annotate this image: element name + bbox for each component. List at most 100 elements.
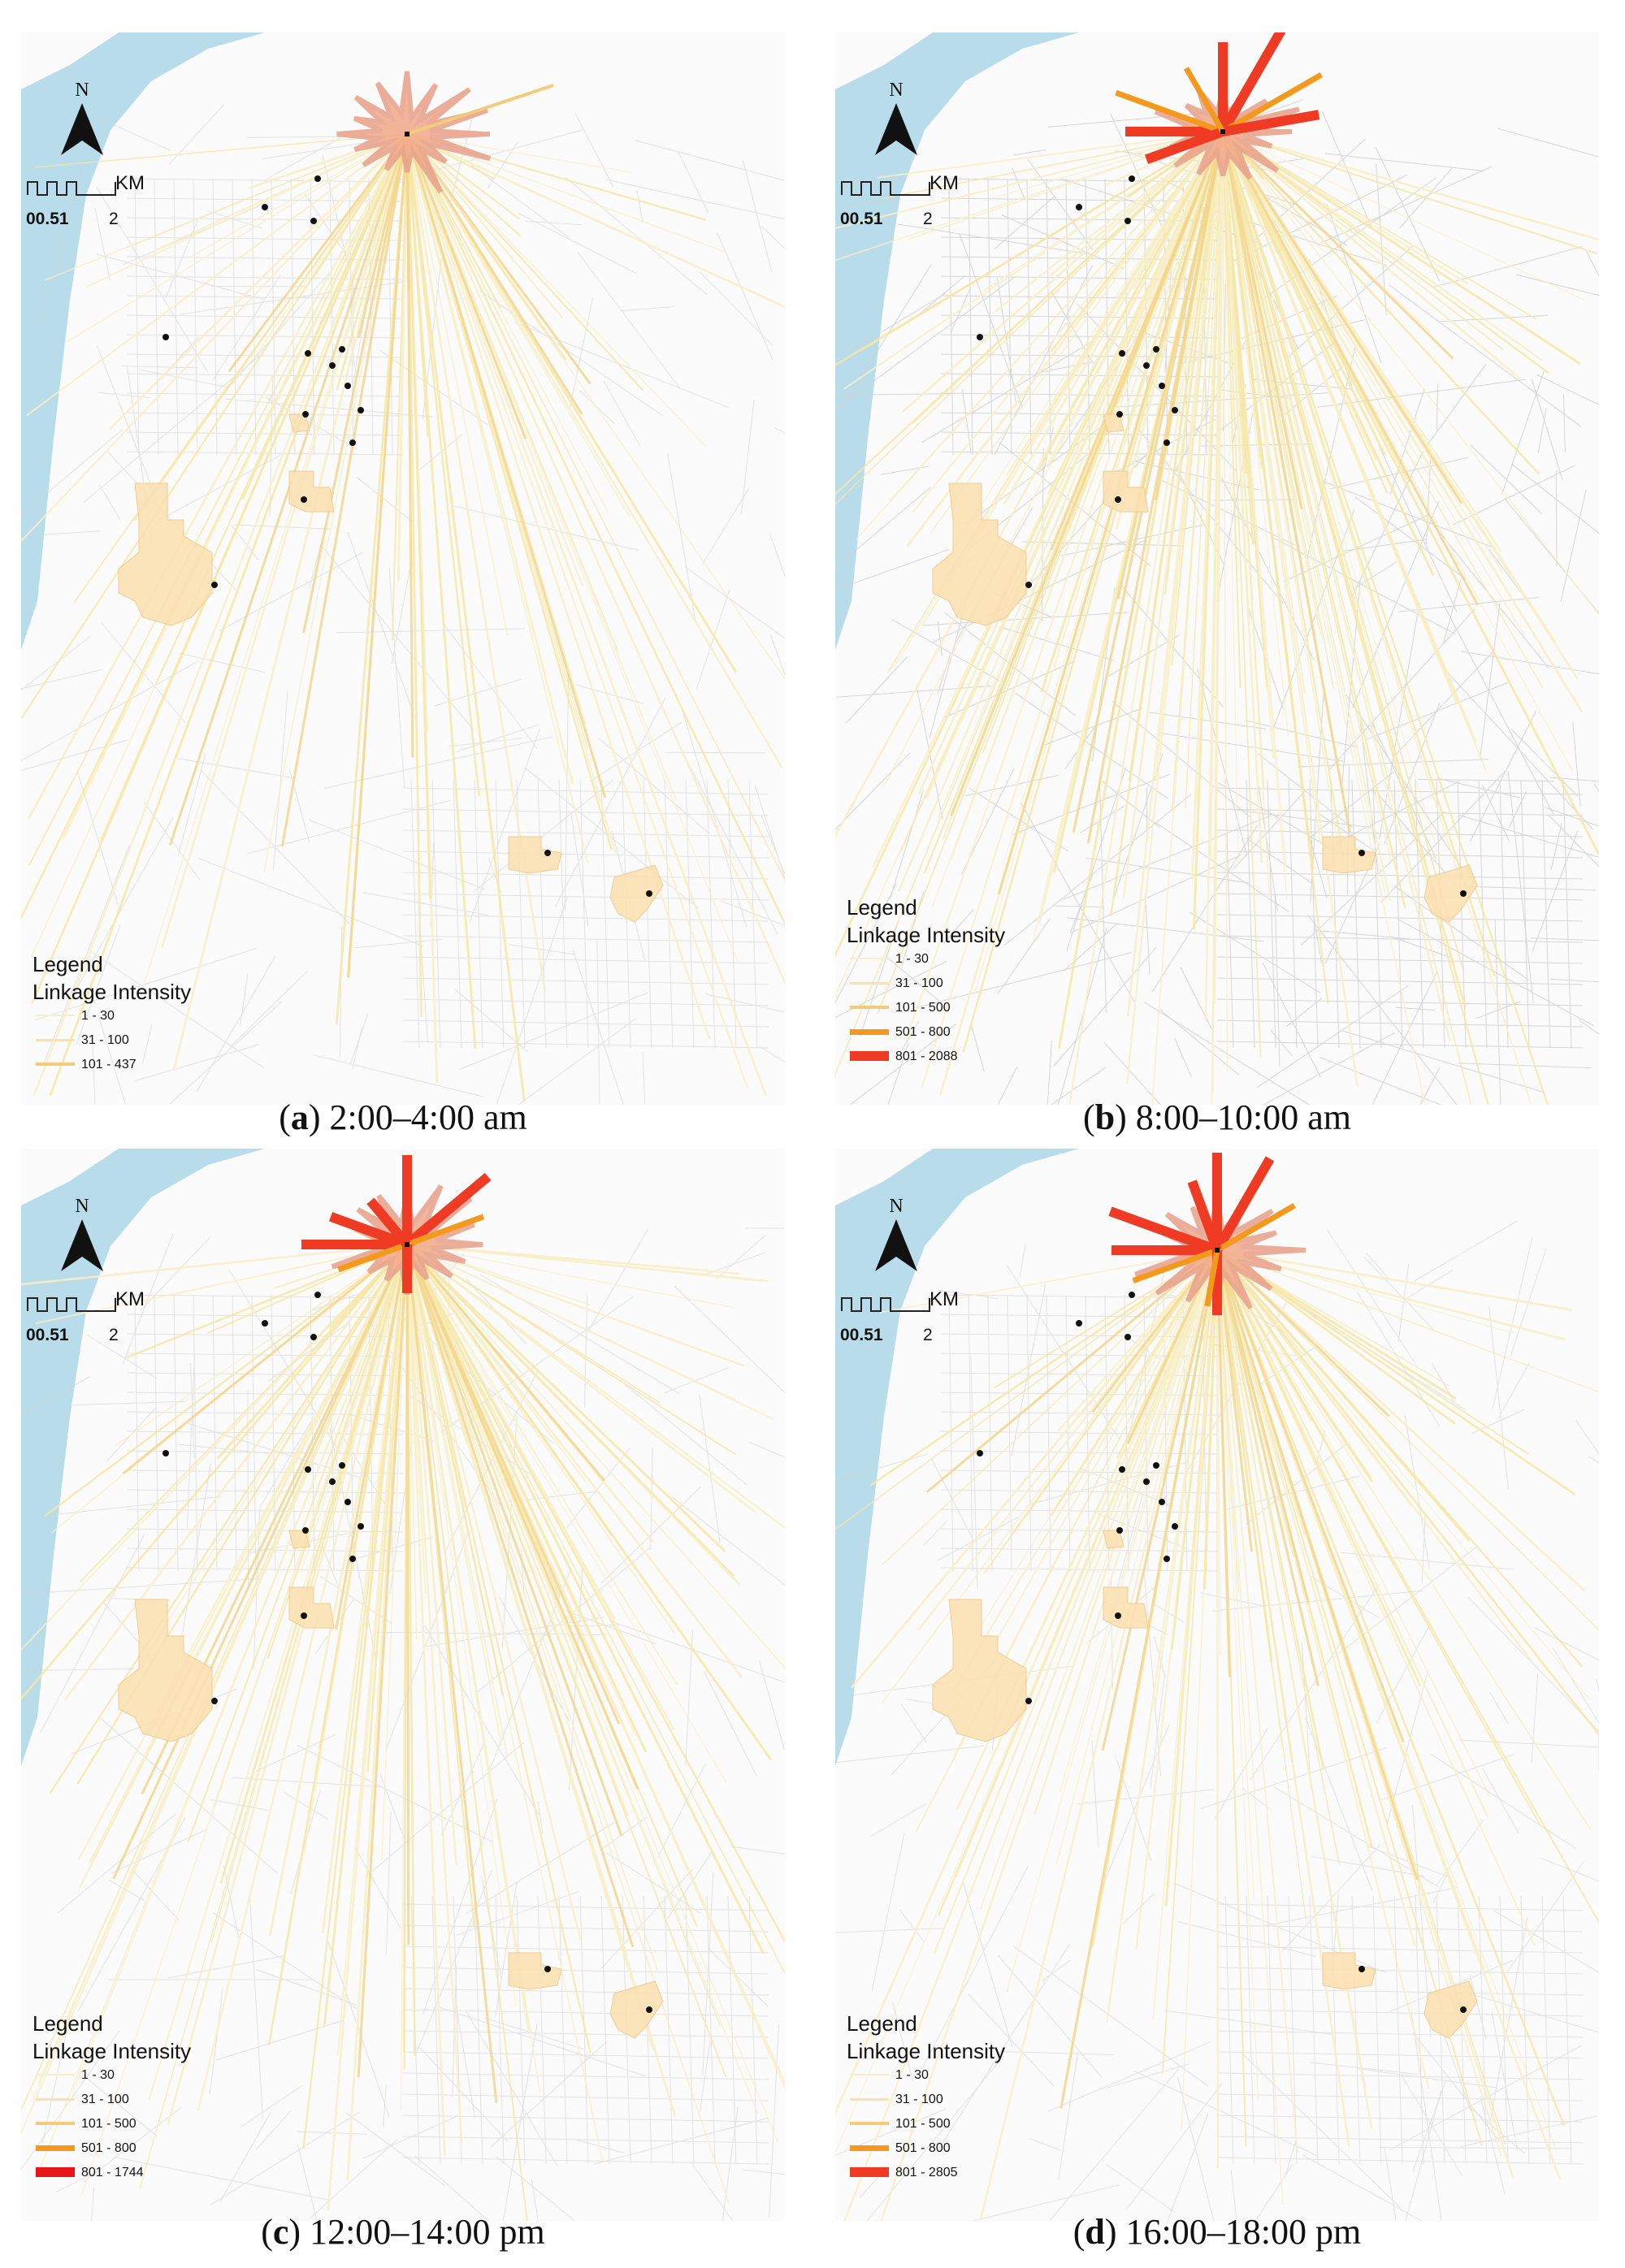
- north-arrow-icon: [875, 1219, 917, 1271]
- station-points: [162, 1242, 652, 2013]
- legend-subtitle: Linkage Intensity: [847, 923, 1006, 947]
- zone: [1103, 1530, 1124, 1549]
- scale-bar-icon: [27, 181, 116, 196]
- map-panel-c: N KM 00.51 2 Legend Linkage Intensity 1 -…: [21, 1149, 785, 2221]
- station-point: [262, 204, 268, 210]
- legend-swatch: [36, 1038, 75, 1041]
- station-point: [1116, 411, 1123, 418]
- legend-label: 1 - 30: [895, 2068, 929, 2082]
- legend-item: 31 - 100: [847, 973, 1005, 998]
- legend-title: Legend: [32, 2011, 103, 2036]
- legend-item: 101 - 500: [847, 2114, 1005, 2138]
- legend-label: 101 - 500: [895, 1001, 951, 1015]
- legend-swatch: [36, 1015, 75, 1016]
- station-point: [1129, 1292, 1135, 1298]
- scale-bar-icon: [841, 1297, 930, 1312]
- station-point: [1164, 439, 1170, 446]
- linkage-flows: [835, 130, 1599, 1105]
- legend-item: 101 - 500: [847, 998, 1005, 1022]
- legend-item: 1 - 30: [847, 949, 1005, 973]
- north-arrow: N: [868, 1196, 925, 1279]
- map-canvas-d: [835, 1149, 1599, 2221]
- north-label: N: [889, 80, 904, 101]
- legend-swatch: [36, 2145, 75, 2151]
- legend-swatch: [850, 2167, 889, 2177]
- station-point: [1172, 407, 1178, 413]
- station-point: [977, 334, 983, 340]
- hub-area: [301, 1155, 492, 1295]
- legend-label: 31 - 100: [81, 2093, 129, 2106]
- legend-item: 31 - 100: [32, 2089, 191, 2114]
- legend-swatch: [850, 981, 889, 985]
- scale-bar: KM 00.51 2: [26, 1288, 145, 1344]
- station-point: [358, 1523, 364, 1530]
- station-point: [646, 2006, 652, 2013]
- station-point: [1115, 1612, 1121, 1619]
- strong-linkage: [1221, 110, 1320, 136]
- zone: [508, 1952, 562, 1990]
- zone: [932, 1599, 1027, 1742]
- scale-bar: KM 00.51 2: [26, 172, 145, 228]
- river: [835, 32, 1079, 650]
- legend-swatch: [850, 2097, 889, 2101]
- north-arrow-icon: [875, 103, 917, 155]
- station-point: [1116, 1527, 1123, 1534]
- station-point: [329, 1478, 336, 1485]
- legend-item: 801 - 2088: [847, 1046, 1005, 1071]
- station-point: [1159, 383, 1165, 389]
- zones: [932, 413, 1478, 923]
- north-arrow: N: [54, 1196, 110, 1279]
- linkage-flows: [21, 132, 785, 1102]
- map-canvas-b: [835, 32, 1599, 1105]
- station-point: [301, 496, 307, 503]
- station-point: [1119, 350, 1125, 357]
- legend-title: Legend: [847, 895, 917, 920]
- station-point: [349, 1556, 356, 1562]
- scale-ticks: 00.51 2: [840, 210, 933, 228]
- station-point: [1124, 218, 1131, 224]
- legend-subtitle: Linkage Intensity: [32, 980, 192, 1004]
- legend-swatch: [850, 1051, 889, 1061]
- strong-linkage: [405, 1214, 485, 1248]
- station-point: [302, 411, 309, 418]
- strong-linkage: [404, 1172, 492, 1249]
- map-panel-d: N KM 00.51 2 Legend Linkage Intensity 1 -…: [835, 1149, 1599, 2221]
- legend-swatch: [36, 2167, 75, 2177]
- legend-subtitle: Linkage Intensity: [32, 2039, 192, 2063]
- legend-swatch: [36, 2122, 75, 2125]
- legend-label: 31 - 100: [81, 1033, 129, 1047]
- legend-swatch: [850, 958, 889, 959]
- station-points: [977, 1248, 1467, 2013]
- north-label: N: [75, 1196, 89, 1217]
- legend-item: 31 - 100: [847, 2089, 1005, 2114]
- scale-ticks: 00.51 2: [26, 1326, 119, 1344]
- scale-unit: KM: [930, 1288, 959, 1310]
- zone: [288, 413, 310, 433]
- station-point: [162, 334, 169, 340]
- map-canvas-c: [21, 1149, 785, 2221]
- station-points: [977, 129, 1467, 897]
- station-point: [344, 383, 351, 389]
- north-label: N: [75, 80, 89, 101]
- zone: [609, 1980, 664, 2039]
- road-network: [21, 1227, 785, 2221]
- station-point: [1172, 1523, 1178, 1530]
- station-point: [344, 1499, 351, 1505]
- strong-linkage: [1216, 1202, 1297, 1253]
- station-point: [211, 582, 218, 588]
- legend-label: 1 - 30: [81, 2068, 115, 2082]
- station-point: [1460, 890, 1467, 897]
- strong-linkage: [1132, 1247, 1219, 1283]
- strong-linkage: [1218, 32, 1286, 135]
- hub-area: [1115, 32, 1323, 180]
- station-point: [339, 1462, 345, 1469]
- station-point: [1129, 175, 1135, 182]
- zones: [932, 1530, 1478, 2039]
- scale-bar-icon: [27, 1297, 116, 1312]
- zone: [1103, 413, 1124, 433]
- zone: [1424, 1980, 1478, 2039]
- legend-swatch: [850, 2145, 889, 2151]
- hub-point: [405, 1242, 410, 1247]
- scale-unit: KM: [115, 172, 145, 194]
- zone: [288, 1586, 335, 1629]
